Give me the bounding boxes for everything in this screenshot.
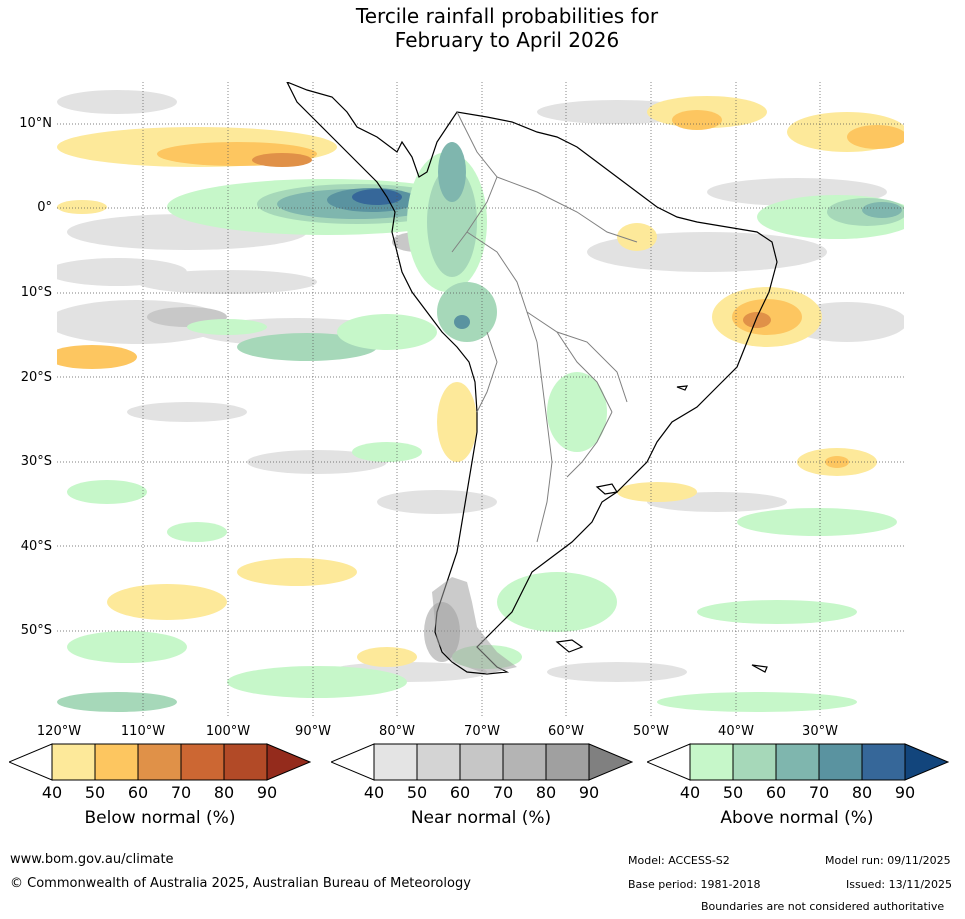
below-cbar-label: 90 xyxy=(256,783,278,802)
above-cbar-label: 50 xyxy=(722,783,744,802)
south-america-coastline xyxy=(286,82,778,675)
above-cbar-label: 70 xyxy=(808,783,830,802)
lat-label-50s: 50°S xyxy=(20,623,52,638)
below-cbar-bin-1 xyxy=(51,743,96,781)
near-normal-title: Near normal (%) xyxy=(410,808,552,828)
below-cbar-low-arrow xyxy=(9,743,53,781)
near-cbar-label: 60 xyxy=(449,783,471,802)
above-cbar-high-arrow xyxy=(904,743,949,781)
near-cbar-low-arrow xyxy=(331,743,375,781)
lon-label-90w: 90°W xyxy=(295,724,331,739)
lat-label-0: 0° xyxy=(37,200,52,215)
lon-label-120w: 120°W xyxy=(36,724,82,739)
map-canvas xyxy=(57,82,904,716)
below-normal-title: Below normal (%) xyxy=(84,808,236,828)
title-line-2: February to April 2026 xyxy=(394,28,620,52)
above-cbar-label: 60 xyxy=(765,783,787,802)
lon-label-60w: 60°W xyxy=(548,724,584,739)
below-cbar-label: 80 xyxy=(213,783,235,802)
lat-label-30s: 30°S xyxy=(20,454,52,469)
above-cbar-bin-2 xyxy=(732,743,777,781)
lat-label-10s: 10°S xyxy=(20,285,52,300)
near-cbar-label: 90 xyxy=(578,783,600,802)
lon-label-50w: 50°W xyxy=(633,724,669,739)
below-cbar-bin-4 xyxy=(180,743,225,781)
model-name: Model: ACCESS-S2 xyxy=(628,854,730,867)
lon-label-70w: 70°W xyxy=(464,724,500,739)
copyright-text: © Commonwealth of Australia 2025, Austra… xyxy=(10,876,471,891)
model-run-date: Model run: 09/11/2025 xyxy=(825,854,951,867)
near-cbar-high-arrow xyxy=(588,743,633,781)
base-period: Base period: 1981-2018 xyxy=(628,878,761,891)
near-cbar-label: 50 xyxy=(406,783,428,802)
near-cbar-bin-2 xyxy=(416,743,461,781)
above-cbar-label: 40 xyxy=(679,783,701,802)
country-borders xyxy=(451,111,638,543)
below-cbar-high-arrow xyxy=(266,743,311,781)
lat-label-40s: 40°S xyxy=(20,539,52,554)
near-cbar-bin-1 xyxy=(373,743,418,781)
above-normal-title: Above normal (%) xyxy=(720,808,874,828)
forecast-map xyxy=(57,82,904,716)
issued-date: Issued: 13/11/2025 xyxy=(846,878,953,891)
lon-label-100w: 100°W xyxy=(205,724,251,739)
above-cbar-label: 90 xyxy=(894,783,916,802)
islands xyxy=(555,385,768,673)
below-cbar-bin-2 xyxy=(94,743,139,781)
below-cbar-label: 60 xyxy=(127,783,149,802)
map-title: Tercile rainfall probabilities for Febru… xyxy=(0,4,965,52)
above-cbar-bin-4 xyxy=(818,743,863,781)
website-link[interactable]: www.bom.gov.au/climate xyxy=(10,852,174,867)
above-cbar-bin-5 xyxy=(861,743,906,781)
near-cbar-bin-3 xyxy=(459,743,504,781)
near-cbar-bin-4 xyxy=(502,743,547,781)
tierra-del-fuego xyxy=(432,577,517,674)
above-normal-patches xyxy=(57,142,904,712)
lat-label-20s: 20°S xyxy=(20,370,52,385)
title-line-1: Tercile rainfall probabilities for xyxy=(355,4,659,28)
below-cbar-label: 40 xyxy=(41,783,63,802)
below-cbar-label: 50 xyxy=(84,783,106,802)
near-cbar-label: 70 xyxy=(492,783,514,802)
gridlines xyxy=(57,82,904,716)
near-cbar-label: 80 xyxy=(535,783,557,802)
above-cbar-low-arrow xyxy=(647,743,691,781)
lat-label-10n: 10°N xyxy=(19,116,52,131)
below-cbar-bin-3 xyxy=(137,743,182,781)
above-cbar-bin-1 xyxy=(689,743,734,781)
below-cbar-bin-5 xyxy=(223,743,268,781)
lon-label-110w: 110°W xyxy=(120,724,166,739)
below-normal-colorbar xyxy=(9,743,311,781)
near-cbar-label: 40 xyxy=(363,783,385,802)
lon-label-40w: 40°W xyxy=(718,724,754,739)
near-normal-colorbar xyxy=(331,743,633,781)
boundaries-disclaimer: Boundaries are not considered authoritat… xyxy=(701,900,945,913)
below-normal-patches xyxy=(57,96,904,667)
below-cbar-label: 70 xyxy=(170,783,192,802)
near-cbar-bin-5 xyxy=(545,743,590,781)
above-normal-colorbar xyxy=(647,743,949,781)
above-cbar-bin-3 xyxy=(775,743,820,781)
above-cbar-label: 80 xyxy=(851,783,873,802)
lon-label-80w: 80°W xyxy=(379,724,415,739)
lon-label-30w: 30°W xyxy=(802,724,838,739)
